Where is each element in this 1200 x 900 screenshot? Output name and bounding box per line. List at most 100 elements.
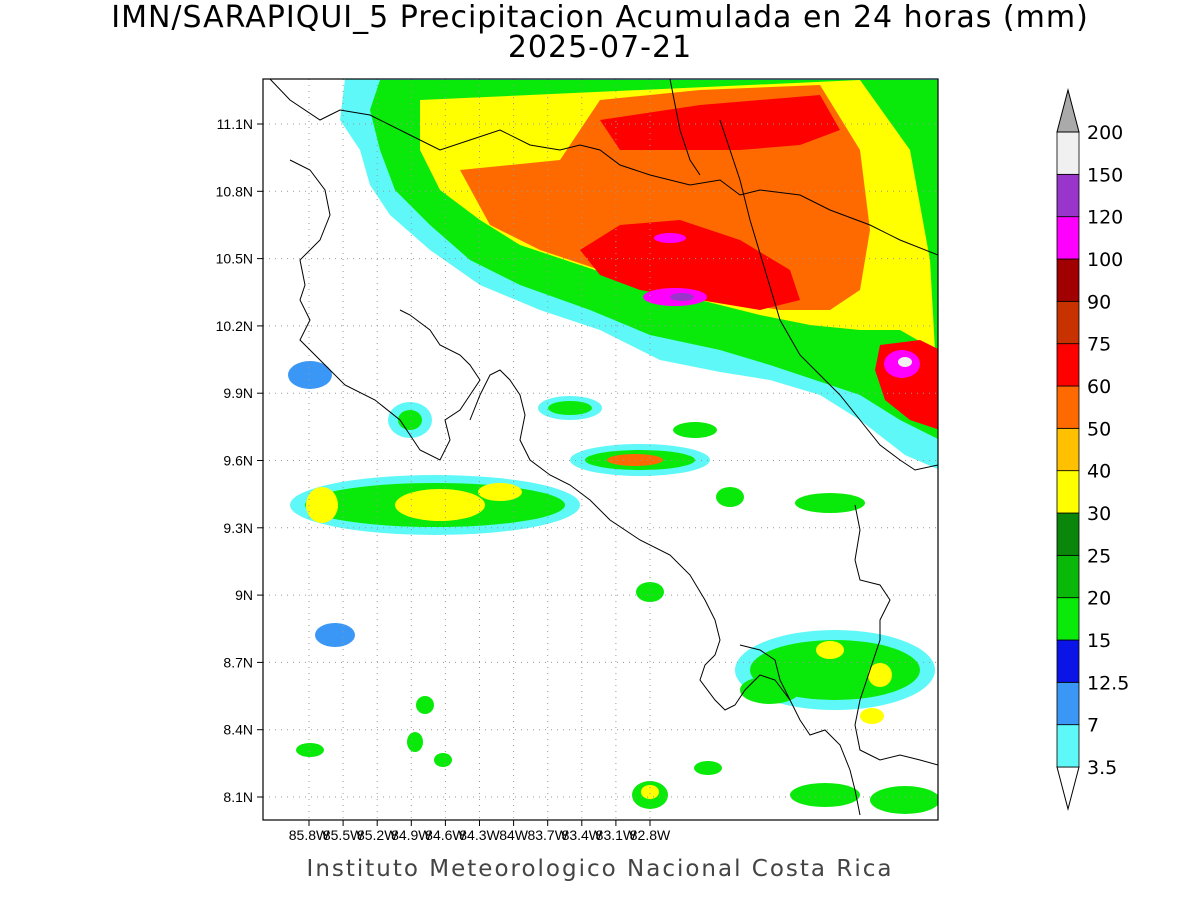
colorbar-swatch — [1056, 512, 1080, 556]
precip-cell — [636, 582, 664, 602]
colorbar-swatch — [1056, 597, 1080, 641]
precip-cell — [434, 753, 452, 767]
precip-core-magenta-2 — [654, 233, 686, 243]
lat-tick-label: 8.4N — [223, 722, 253, 738]
precip-band-north-red — [580, 220, 800, 310]
precip-band-north-red-2 — [600, 95, 840, 150]
precip-cell — [816, 641, 844, 659]
colorbar-swatch — [1056, 385, 1080, 429]
precip-cell — [398, 410, 422, 430]
lat-tick-label: 8.7N — [223, 654, 253, 670]
colorbar-label: 60 — [1087, 376, 1111, 398]
colorbar-label: 15 — [1087, 630, 1111, 652]
map-frame — [262, 78, 939, 821]
colorbar-swatch — [1056, 554, 1080, 599]
precip-cell — [860, 708, 884, 724]
colorbar-label: 7 — [1087, 715, 1099, 737]
colorbar-swatch — [1056, 427, 1080, 472]
colorbar-swatch — [1056, 343, 1080, 387]
grid-lines — [257, 79, 938, 826]
precip-east-peak — [898, 357, 912, 367]
colorbar-swatch — [1056, 639, 1080, 683]
colorbar-swatch — [1056, 724, 1080, 768]
colorbar-label: 50 — [1087, 418, 1111, 440]
colorbar-swatch — [1056, 300, 1080, 345]
lat-tick-label: 9.9N — [223, 385, 253, 401]
colorbar-swatch — [1056, 681, 1080, 726]
coastline-gulf-nicoya — [469, 369, 861, 816]
precip-cell — [407, 732, 423, 752]
lat-tick-label: 11.1N — [217, 116, 253, 132]
lat-tick-label: 9N — [235, 587, 253, 603]
colorbar-swatch — [1056, 470, 1080, 514]
lon-tick-label: 85.2W — [357, 827, 398, 843]
lon-tick-label: 84.6W — [425, 827, 466, 843]
colorbar-label: 40 — [1087, 461, 1111, 483]
precip-cell — [395, 489, 485, 521]
lon-tick-label: 84.9W — [391, 827, 432, 843]
lat-axis-labels: 11.1N 10.8N 10.5N 10.2N 9.9N 9.6N 9.3N 9N 8.7N 8.… — [216, 116, 253, 805]
lon-tick-label: 85.8W — [289, 827, 330, 843]
lon-tick-label: 82.8W — [630, 827, 671, 843]
lat-tick-label: 8.1N — [223, 789, 253, 805]
lat-tick-label: 10.2N — [216, 318, 253, 334]
precip-cell — [868, 663, 892, 687]
colorbar-swatch — [1056, 173, 1080, 218]
colorbar-label: 12.5 — [1087, 672, 1129, 694]
precip-cell — [548, 401, 592, 415]
lon-tick-label: 83.4W — [562, 827, 603, 843]
precip-cell — [740, 676, 800, 704]
colorbar: 3.5 7 12.5 15 20 25 30 40 50 60 75 90 100 120 150 200 — [1056, 88, 1129, 811]
precip-cell — [870, 786, 938, 814]
precip-core-purple — [670, 293, 694, 301]
precip-cell — [694, 761, 722, 775]
lon-tick-label: 84W — [499, 827, 529, 843]
caribbean-coast — [719, 119, 938, 471]
lat-tick-label: 10.8N — [216, 183, 253, 199]
precip-cell — [716, 487, 744, 507]
colorbar-label: 3.5 — [1087, 757, 1117, 779]
colorbar-swatch — [1056, 131, 1080, 175]
peninsula-osa — [739, 644, 791, 701]
colorbar-label: 20 — [1087, 588, 1111, 610]
precip-field — [288, 79, 938, 814]
colorbar-label: 100 — [1087, 249, 1123, 271]
coastlines — [269, 79, 938, 816]
precip-cell — [478, 483, 522, 501]
coastline-north-border — [269, 79, 938, 256]
precip-cell — [296, 743, 324, 757]
lon-tick-label: 84.3W — [459, 827, 500, 843]
footer-credit: Instituto Meteorologico Nacional Costa R… — [306, 856, 894, 882]
map-title: IMN/SARAPIQUI_5 Precipitacion Acumulada … — [111, 0, 1089, 35]
colorbar-label: 90 — [1087, 291, 1111, 313]
colorbar-label: 150 — [1087, 164, 1123, 186]
colorbar-arrow-low — [1056, 766, 1080, 811]
colorbar-label: 25 — [1087, 545, 1111, 567]
colorbar-label: 200 — [1087, 122, 1123, 144]
lon-tick-label: 83.7W — [527, 827, 568, 843]
colorbar-arrow-high — [1056, 88, 1080, 133]
precip-cell — [673, 422, 717, 438]
nicaragua-lake-coast — [669, 79, 701, 176]
panama-border — [854, 504, 938, 766]
lat-tick-label: 10.5N — [216, 251, 253, 267]
precip-cell — [641, 785, 659, 799]
lon-tick-label: 83.1W — [596, 827, 637, 843]
colorbar-label: 75 — [1087, 334, 1111, 356]
precip-cell — [288, 361, 332, 389]
coastline-pacific — [289, 159, 481, 461]
precip-cell — [315, 623, 355, 647]
precip-cell — [790, 783, 860, 807]
map-date: 2025-07-21 — [507, 30, 693, 65]
precip-cell — [416, 696, 434, 714]
lon-tick-label: 85.5W — [323, 827, 364, 843]
lat-tick-label: 9.3N — [223, 520, 253, 536]
precip-cell — [795, 493, 865, 513]
lat-tick-label: 9.6N — [223, 453, 253, 469]
colorbar-label: 30 — [1087, 503, 1111, 525]
colorbar-swatch — [1056, 216, 1080, 260]
precip-cell — [306, 487, 338, 523]
colorbar-label: 120 — [1087, 207, 1123, 229]
